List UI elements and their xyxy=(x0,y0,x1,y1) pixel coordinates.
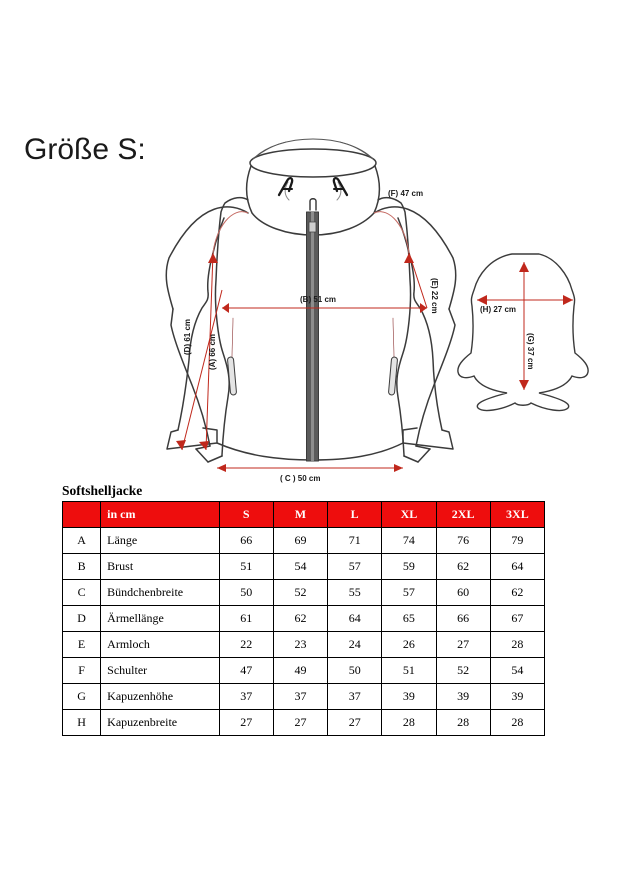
svg-text:(G) 37 cm: (G) 37 cm xyxy=(526,333,535,369)
svg-text:(D) 61 cm: (D) 61 cm xyxy=(183,319,192,355)
svg-text:(A) 66 cm: (A) 66 cm xyxy=(208,334,217,370)
svg-text:( C ) 50 cm: ( C ) 50 cm xyxy=(280,474,320,483)
svg-text:(B) 51 cm: (B) 51 cm xyxy=(300,295,336,304)
svg-text:(F) 47 cm: (F) 47 cm xyxy=(388,189,423,198)
svg-text:(H) 27 cm: (H) 27 cm xyxy=(480,305,516,314)
svg-text:(E) 22 cm: (E) 22 cm xyxy=(430,278,439,314)
